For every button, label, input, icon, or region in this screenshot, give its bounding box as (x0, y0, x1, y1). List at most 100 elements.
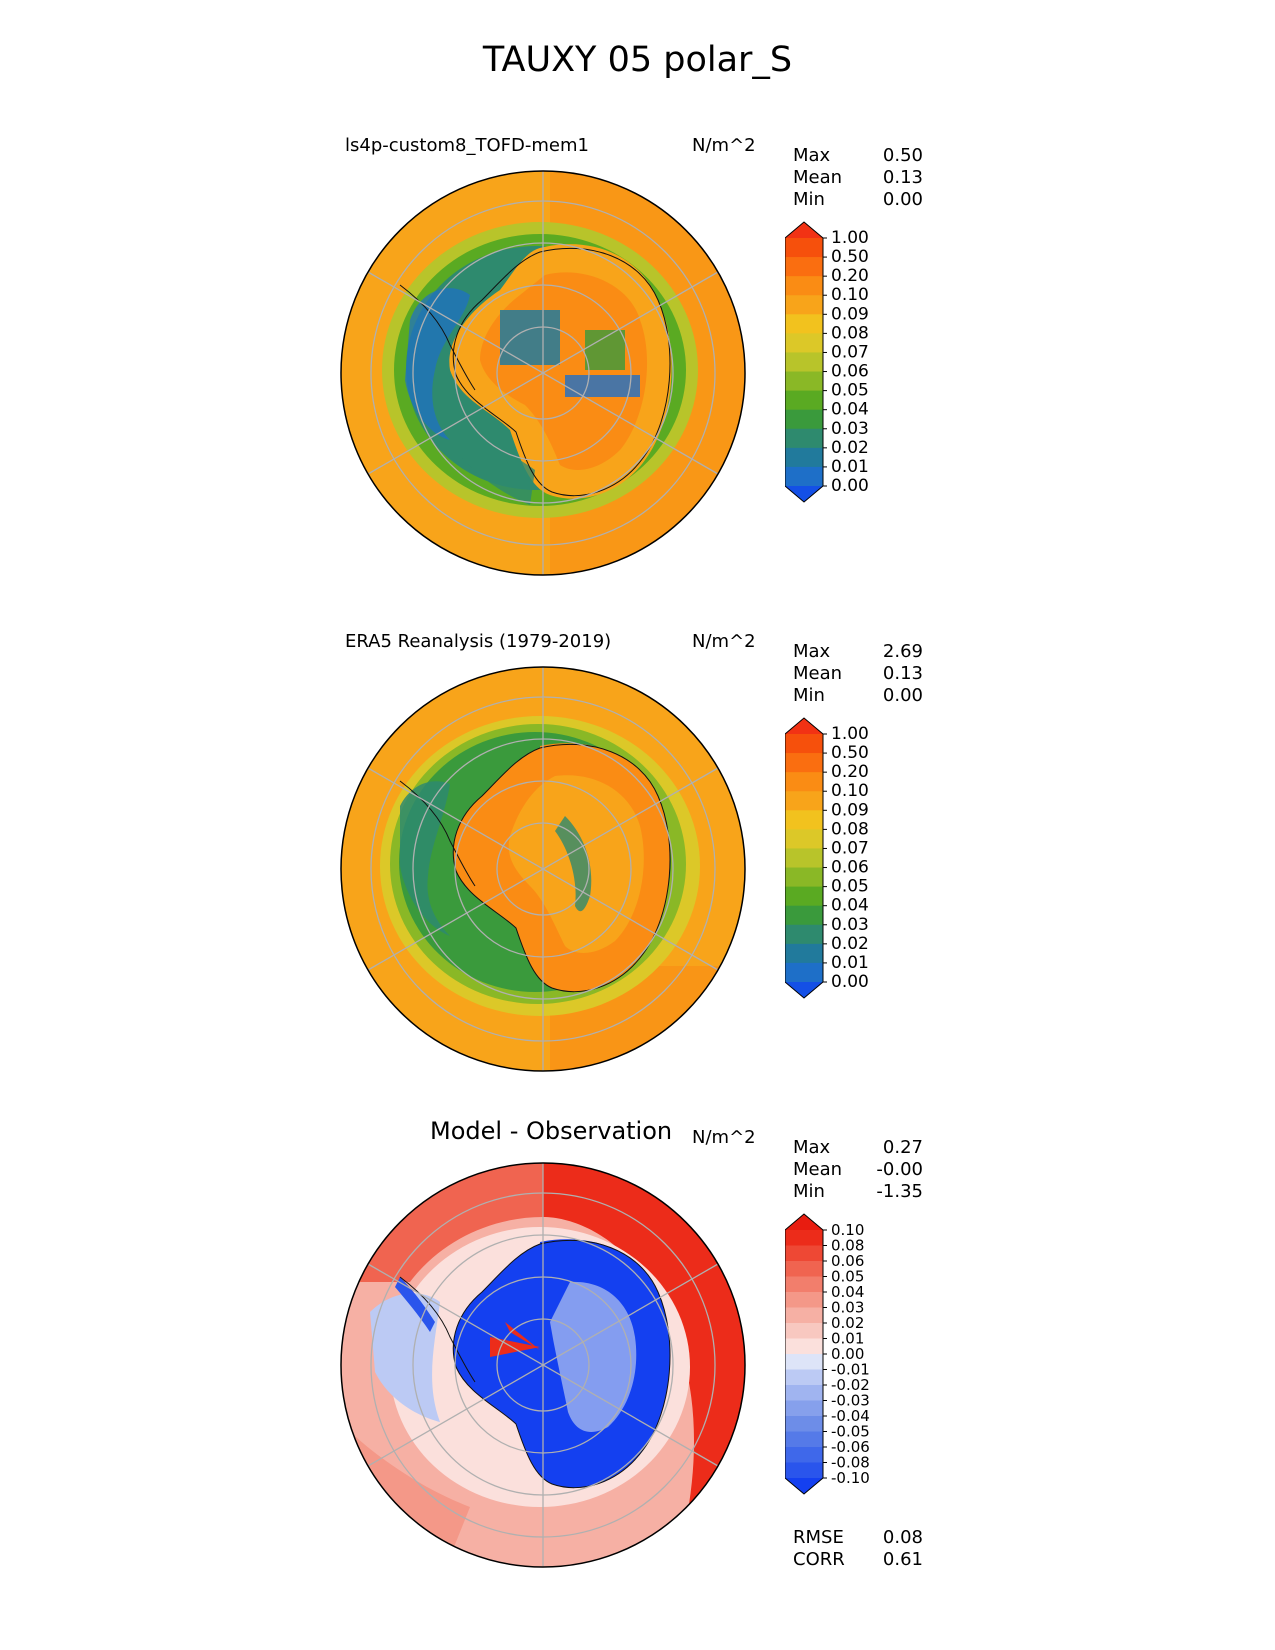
peninsula-negative (395, 1277, 435, 1332)
colorbar: 0.100.080.060.050.040.030.020.010.00-0.0… (785, 1213, 870, 1495)
figure-title: TAUXY 05 polar_S (482, 40, 793, 80)
colorbar-segment (785, 1462, 823, 1479)
colorbar-segment (785, 962, 823, 983)
graticule (367, 1163, 719, 1567)
colorbar-tick-label: 0.20 (831, 266, 869, 286)
stat-label: Min (793, 1181, 825, 1202)
colorbar-tick-label: -0.02 (831, 1376, 870, 1394)
colorbar-tick-label: 0.02 (831, 934, 869, 954)
colorbar-tick-label: 1.00 (831, 228, 869, 248)
colorbar-segment (785, 943, 823, 964)
plateau-lighter-patch (550, 1281, 637, 1432)
stat-label: Mean (793, 167, 843, 188)
colorbar-extension-min (785, 982, 823, 998)
colorbar-extension-max (785, 718, 823, 734)
colorbar-segment (785, 447, 823, 468)
map-boundary (340, 170, 746, 576)
colorbar-tick-label: -0.04 (831, 1407, 870, 1425)
map-field (341, 667, 745, 1071)
stat-label: Max (793, 1137, 831, 1158)
colorbar-segment (785, 848, 823, 869)
stat-label: Min (793, 685, 825, 706)
metric-value: 0.08 (882, 1527, 923, 1548)
colorbar-segment (785, 276, 823, 296)
panel-title: ERA5 Reanalysis (1979-2019) (345, 631, 612, 652)
negative-patch-west (370, 1293, 440, 1422)
peninsula-path (399, 780, 476, 887)
colorbar-tick-label: 0.50 (831, 247, 869, 267)
stat-value: 0.13 (882, 167, 923, 188)
metric-label: RMSE (793, 1527, 844, 1548)
colorbar-segment (785, 1447, 823, 1463)
colorbar-segment (785, 1385, 823, 1401)
graticule (367, 171, 719, 575)
skill-metrics: RMSE 0.08 CORR 0.61 (793, 1527, 923, 1571)
panel-stats: Max 2.69 Mean 0.13 Min 0.00 (793, 641, 923, 707)
plateau-blue-patch (565, 375, 640, 397)
map-field (341, 171, 745, 575)
positive-band-east (543, 1163, 745, 1567)
stat-label: Max (793, 641, 831, 662)
metric-value: 0.61 (882, 1549, 923, 1570)
plateau-green-patch (585, 330, 625, 370)
plateau-blue-patch (500, 310, 560, 365)
colorbar-labels: 1.000.500.200.100.090.080.070.060.050.04… (823, 228, 869, 496)
colorbar-tick-label: 0.02 (831, 438, 869, 458)
colorbar-segment (785, 295, 823, 315)
colorbar-segment (785, 753, 823, 773)
colorbar-tick-label: 0.10 (831, 781, 869, 801)
colorbar-segment (785, 886, 823, 907)
stat-label: Max (793, 145, 831, 166)
colorbar-tick-label: 0.05 (831, 1268, 864, 1286)
colorbar-segment (785, 1230, 823, 1246)
colorbar-tick-label: 0.06 (831, 858, 869, 878)
peninsula-path (399, 1276, 476, 1383)
panel-stats: Max 0.27 Mean -0.00 Min -1.35 (793, 1137, 923, 1203)
colorbar-tick-label: 0.00 (831, 1345, 864, 1363)
coastal-teal-patch (400, 781, 450, 936)
stat-value: 0.00 (882, 685, 923, 706)
map-boundary (340, 1162, 746, 1568)
colorbar-labels: 1.000.500.200.100.090.080.070.060.050.04… (823, 724, 869, 992)
colorbar-tick-label: 0.05 (831, 381, 869, 401)
coastline (399, 1239, 671, 1489)
colorbar-segment (785, 734, 823, 754)
panel-stats: Max 0.50 Mean 0.13 Min 0.00 (793, 145, 923, 211)
colorbar-extension-min (785, 1478, 823, 1494)
map-field (341, 1163, 745, 1567)
stat-value: 0.13 (882, 663, 923, 684)
stat-value: 0.00 (882, 189, 923, 210)
graticule (367, 667, 719, 1071)
coastline-path (452, 743, 671, 993)
stat-label: Mean (793, 663, 843, 684)
colorbar-labels: 0.100.080.060.050.040.030.020.010.00-0.0… (823, 1221, 870, 1487)
colorbar-tick-label: 0.05 (831, 877, 869, 897)
meridian-line (367, 271, 719, 475)
colorbar-segment (785, 1354, 823, 1370)
colorbar-segment (785, 1400, 823, 1417)
colorbar-segment (785, 371, 823, 392)
polar-map (340, 170, 746, 576)
colorbar-segment (785, 1416, 823, 1432)
panel-model: ls4p-custom8_TOFD-mem1 N/m^2 Max 0.50 Mea… (0, 125, 1275, 605)
colorbar-tick-label: 0.07 (831, 838, 869, 858)
colorbar-segment (785, 905, 823, 926)
colorbar-tick-label: 0.04 (831, 400, 869, 420)
panel-observation: ERA5 Reanalysis (1979-2019) N/m^2 Max 2.6… (0, 621, 1275, 1101)
colorbar-tick-label: 0.20 (831, 762, 869, 782)
stat-value: 0.50 (882, 145, 923, 166)
colorbar-tick-label: 0.01 (831, 1330, 864, 1348)
colorbar-segment (785, 333, 823, 353)
colorbar-tick-label: 0.00 (831, 476, 869, 496)
colorbar-segment (785, 791, 823, 811)
ross-sea-patch (460, 430, 535, 505)
colorbar-tick-label: 0.07 (831, 342, 869, 362)
metric-label: CORR (793, 1549, 845, 1570)
colorbar-segment (785, 466, 823, 487)
panel-units: N/m^2 (692, 135, 756, 156)
colorbar-tick-label: 0.08 (831, 819, 869, 839)
colorbar-tick-label: -0.05 (831, 1423, 870, 1441)
stat-label: Mean (793, 1159, 843, 1180)
colorbar-tick-label: 0.03 (831, 1299, 864, 1317)
panel-difference: Model - Observation N/m^2 Max 0.27 Mean -0… (0, 1117, 1275, 1597)
